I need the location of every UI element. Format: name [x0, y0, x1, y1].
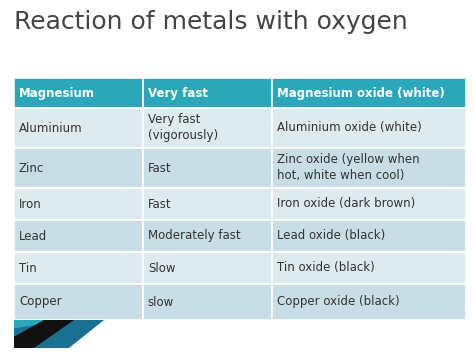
Bar	[143, 188, 272, 220]
Text: Aluminium: Aluminium	[19, 121, 82, 135]
Text: Magnesium oxide (white): Magnesium oxide (white)	[277, 87, 445, 99]
Text: Fast: Fast	[148, 197, 172, 211]
Text: Zinc oxide (yellow when
hot, white when cool): Zinc oxide (yellow when hot, white when …	[277, 153, 419, 182]
Text: Iron: Iron	[19, 197, 42, 211]
Bar	[272, 284, 466, 320]
Text: Iron oxide (dark brown): Iron oxide (dark brown)	[277, 197, 415, 211]
Bar	[143, 108, 272, 148]
Text: Fast: Fast	[148, 162, 172, 175]
Text: Lead: Lead	[19, 229, 47, 242]
Bar	[14, 148, 143, 188]
Bar	[143, 148, 272, 188]
Bar	[14, 188, 143, 220]
Text: slow: slow	[148, 295, 174, 308]
Bar	[272, 220, 466, 252]
Text: Tin: Tin	[19, 262, 37, 274]
Bar	[143, 220, 272, 252]
Text: Lead oxide (black): Lead oxide (black)	[277, 229, 385, 242]
Bar	[14, 78, 143, 108]
Polygon shape	[14, 320, 74, 348]
Text: Copper: Copper	[19, 295, 62, 308]
Text: Very fast: Very fast	[148, 87, 208, 99]
Bar	[272, 148, 466, 188]
Text: Reaction of metals with oxygen: Reaction of metals with oxygen	[14, 10, 408, 34]
Bar	[272, 78, 466, 108]
Bar	[143, 284, 272, 320]
Bar	[143, 78, 272, 108]
Text: Moderately fast: Moderately fast	[148, 229, 240, 242]
Bar	[272, 108, 466, 148]
Polygon shape	[14, 320, 104, 348]
Bar	[14, 284, 143, 320]
Bar	[14, 252, 143, 284]
Bar	[14, 108, 143, 148]
Bar	[14, 220, 143, 252]
Text: Magnesium: Magnesium	[19, 87, 95, 99]
Text: Very fast
(vigorously): Very fast (vigorously)	[148, 114, 218, 142]
Text: Slow: Slow	[148, 262, 175, 274]
Bar	[143, 252, 272, 284]
Bar	[272, 188, 466, 220]
Text: Aluminium oxide (white): Aluminium oxide (white)	[277, 121, 421, 135]
Bar	[272, 252, 466, 284]
Text: Zinc: Zinc	[19, 162, 44, 175]
Polygon shape	[14, 320, 104, 348]
Text: Tin oxide (black): Tin oxide (black)	[277, 262, 374, 274]
Text: Copper oxide (black): Copper oxide (black)	[277, 295, 399, 308]
